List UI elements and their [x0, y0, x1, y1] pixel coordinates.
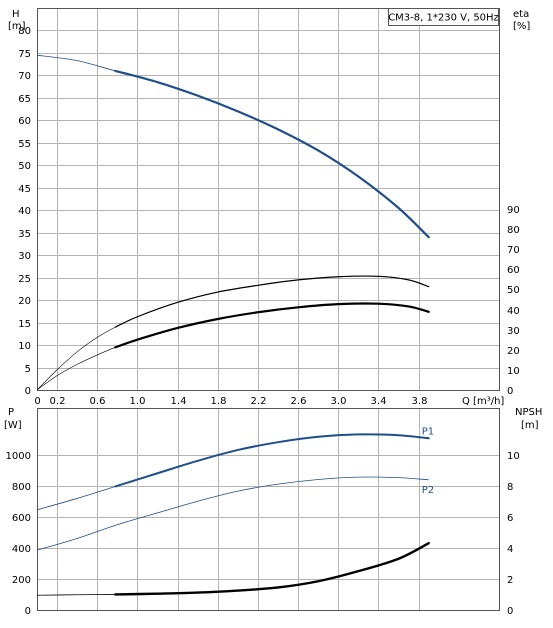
npsh-axis-label: NPSH	[515, 407, 542, 418]
q-tick-label: 2.6	[291, 396, 307, 407]
power-npsh-panel: 0 200 400 600 800 1000 0 2 4 6 8 10 P [W] NPSH [m] P1 P2	[4, 407, 542, 617]
series-1-line	[36, 476, 429, 551]
eta-axis-label: eta	[513, 9, 529, 20]
h-tick-label: 0	[25, 386, 31, 397]
p-tick-label: 200	[12, 575, 31, 586]
q-axis-label: Q [m³/h]	[462, 396, 504, 407]
q-tick-label: 0	[34, 396, 40, 407]
p-tick-label: 1000	[6, 451, 31, 462]
eta-tick-label: 0	[507, 386, 513, 397]
p-tick-label: 600	[12, 513, 31, 524]
plot-frame	[37, 8, 500, 391]
h-tick-label: 20	[18, 296, 31, 307]
q-tick-label: 0.2	[50, 396, 66, 407]
q-tick-label: 3.8	[412, 396, 428, 407]
series-2-operating-range	[114, 541, 430, 596]
q-tick-label: 1.0	[130, 396, 146, 407]
npsh-tick-label: 6	[507, 513, 513, 524]
p-axis-label: P	[8, 407, 14, 418]
h-tick-label: 25	[18, 274, 31, 285]
eta-tick-label: 20	[507, 346, 520, 357]
eta-tick-label: 50	[507, 285, 520, 296]
npsh-tick-label: 2	[507, 575, 513, 586]
head-efficiency-panel: 0 5 10 15 20 25 30 35 40 45 50 55 60 65 70 75 80 0 10 20 30 4…	[8, 8, 530, 407]
q-tick-label: 2.2	[251, 396, 267, 407]
npsh-tick-label: 4	[507, 544, 513, 555]
eta-axis-unit: [%]	[513, 21, 530, 32]
h-tick-label: 15	[18, 319, 31, 330]
q-tick-label: 0.6	[90, 396, 106, 407]
q-tick-label: 1.4	[171, 396, 187, 407]
h-tick-label: 75	[18, 49, 31, 60]
eta-tick-label: 60	[507, 265, 520, 276]
title-box	[388, 8, 499, 26]
series-1-operating-range	[114, 275, 430, 328]
npsh-axis-unit: [m]	[521, 420, 539, 431]
eta-tick-label: 10	[507, 366, 520, 377]
q-tick-label: 3.4	[371, 396, 387, 407]
npsh-tick-label: 8	[507, 482, 513, 493]
curve-label-p1: P1	[422, 426, 434, 437]
h-tick-label: 35	[18, 229, 31, 240]
eta-tick-label: 90	[507, 205, 520, 216]
h-tick-label: 65	[18, 94, 31, 105]
eta-tick-label: 80	[507, 225, 520, 236]
series-2-operating-range	[114, 302, 430, 349]
plot-area	[37, 408, 499, 610]
h-tick-label: 45	[18, 184, 31, 195]
h-tick-label: 70	[18, 71, 31, 82]
h-axis-label: H	[12, 9, 20, 20]
p-tick-label: 800	[12, 482, 31, 493]
series-0-operating-range	[114, 69, 430, 239]
eta-tick-label: 30	[507, 326, 520, 337]
p-axis-unit: [W]	[4, 420, 22, 431]
plot-area	[37, 8, 499, 390]
q-tick-label: 3.0	[331, 396, 347, 407]
h-tick-label: 5	[25, 364, 31, 375]
eta-tick-label: 70	[507, 245, 520, 256]
series-0-operating-range	[114, 433, 430, 488]
h-tick-label: 60	[18, 116, 31, 127]
p-tick-label: 400	[12, 544, 31, 555]
h-tick-label: 10	[18, 341, 31, 352]
h-tick-label: 30	[18, 251, 31, 262]
h-tick-label: 55	[18, 139, 31, 150]
curve-label-p2: P2	[422, 485, 434, 496]
h-tick-label: 40	[18, 206, 31, 217]
p-tick-label: 0	[25, 606, 31, 617]
npsh-tick-label: 0	[507, 606, 513, 617]
eta-tick-label: 40	[507, 306, 520, 317]
title-box-text: CM3-8, 1*230 V, 50Hz	[388, 13, 499, 24]
q-tick-label: 1.8	[211, 396, 227, 407]
npsh-tick-label: 10	[507, 451, 520, 462]
h-tick-label: 50	[18, 161, 31, 172]
h-axis-unit: [m]	[8, 21, 26, 32]
h-tick-label: 80	[18, 26, 31, 37]
